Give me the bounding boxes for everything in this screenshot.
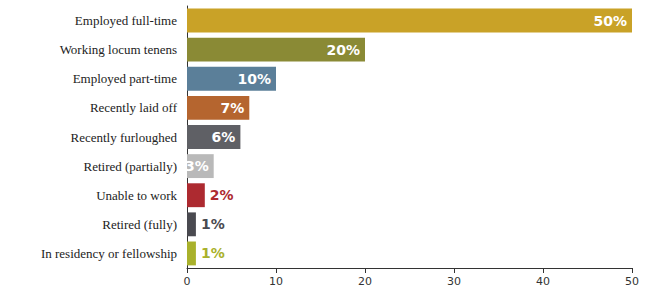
svg-text:7%: 7% <box>221 100 245 116</box>
svg-text:In residency or fellowship: In residency or fellowship <box>41 246 177 261</box>
svg-text:1%: 1% <box>201 245 225 261</box>
svg-text:2%: 2% <box>210 187 234 203</box>
svg-text:10: 10 <box>269 275 283 288</box>
svg-text:Working locum tenens: Working locum tenens <box>60 42 177 57</box>
svg-text:10%: 10% <box>237 71 271 87</box>
svg-text:20%: 20% <box>326 42 360 58</box>
svg-text:Retired (fully): Retired (fully) <box>102 217 177 232</box>
svg-text:Employed full-time: Employed full-time <box>75 13 177 28</box>
svg-text:50: 50 <box>625 275 639 288</box>
svg-text:Recently furloughed: Recently furloughed <box>71 130 178 145</box>
svg-text:0: 0 <box>184 275 191 288</box>
svg-text:20: 20 <box>358 275 372 288</box>
svg-text:50%: 50% <box>593 13 627 29</box>
svg-text:1%: 1% <box>201 216 225 232</box>
svg-text:Recently laid off: Recently laid off <box>90 100 178 115</box>
svg-text:Employed part-time: Employed part-time <box>73 71 178 86</box>
svg-text:Retired (partially): Retired (partially) <box>84 159 178 174</box>
svg-text:40: 40 <box>536 275 550 288</box>
svg-text:6%: 6% <box>212 129 236 145</box>
svg-text:Unable to work: Unable to work <box>96 188 177 203</box>
svg-text:3%: 3% <box>185 158 209 174</box>
svg-text:30: 30 <box>447 275 461 288</box>
